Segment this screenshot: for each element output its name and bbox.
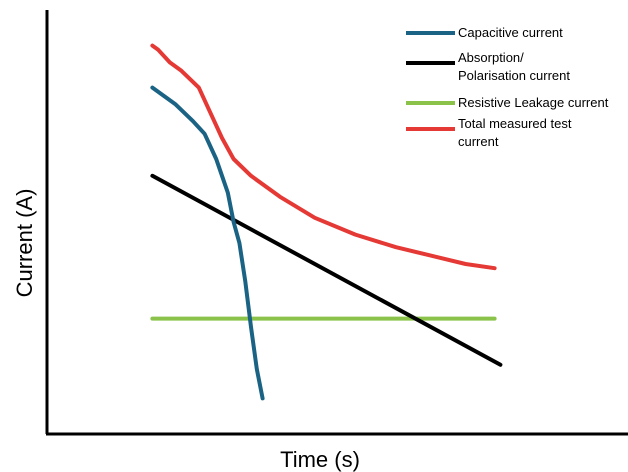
series-line-total <box>150 43 497 271</box>
legend: Capacitive current Absorption/Polarisatio… <box>406 25 609 149</box>
series-line-capacitive <box>150 85 265 401</box>
plot-lines <box>150 43 503 401</box>
legend-label-absorption: Absorption/Polarisation current <box>458 50 570 83</box>
legend-label-resistive: Resistive Leakage current <box>458 95 609 110</box>
legend-label-total: Total measured test current <box>458 116 572 149</box>
y-axis-title: Current (A) <box>12 189 37 298</box>
legend-label-capacitive: Capacitive current <box>458 25 563 40</box>
series-line-absorption <box>150 173 503 367</box>
x-axis-title: Time (s) <box>280 447 360 472</box>
